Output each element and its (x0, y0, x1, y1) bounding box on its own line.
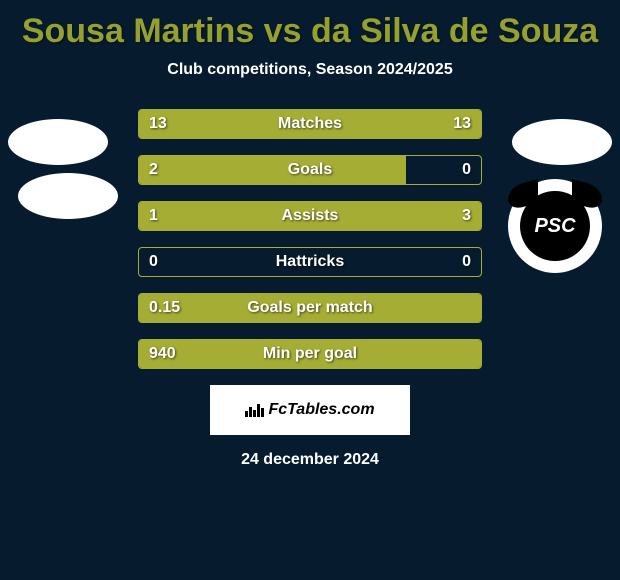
stat-label: Assists (139, 207, 481, 225)
stat-value-right: 3 (462, 207, 471, 225)
footer-brand-text: FcTables.com (268, 401, 374, 419)
stat-label: Goals per match (139, 299, 481, 317)
team-badge-right-1 (512, 119, 612, 165)
footer-date: 24 december 2024 (0, 451, 620, 469)
stat-row: 0.15 Goals per match (138, 293, 482, 323)
stat-row: 1 Assists 3 (138, 201, 482, 231)
comparison-content: PSC 13 Matches 13 2 Goals 0 1 Assists 3 (0, 109, 620, 469)
footer-brand-box: FcTables.com (210, 385, 410, 435)
stat-row: 13 Matches 13 (138, 109, 482, 139)
footer-brand: FcTables.com (245, 401, 374, 419)
club-logo-text: PSC (534, 215, 575, 238)
stat-label: Goals (139, 161, 481, 179)
club-logo: PSC (520, 191, 590, 261)
subtitle: Club competitions, Season 2024/2025 (0, 61, 620, 79)
stat-label: Hattricks (139, 253, 481, 271)
bars-icon (245, 404, 264, 417)
stat-row: 940 Min per goal (138, 339, 482, 369)
stat-label: Min per goal (139, 345, 481, 363)
stat-value-right: 0 (462, 161, 471, 179)
stat-label: Matches (139, 115, 481, 133)
stat-value-right: 13 (453, 115, 471, 133)
stat-row: 0 Hattricks 0 (138, 247, 482, 277)
team-badge-left-2 (18, 173, 118, 219)
page-title: Sousa Martins vs da Silva de Souza (0, 0, 620, 51)
stat-row: 2 Goals 0 (138, 155, 482, 185)
stat-bars: 13 Matches 13 2 Goals 0 1 Assists 3 0 Ha… (138, 109, 482, 369)
team-badge-left-1 (8, 119, 108, 165)
team-badge-right-2: PSC (508, 179, 602, 273)
stat-value-right: 0 (462, 253, 471, 271)
